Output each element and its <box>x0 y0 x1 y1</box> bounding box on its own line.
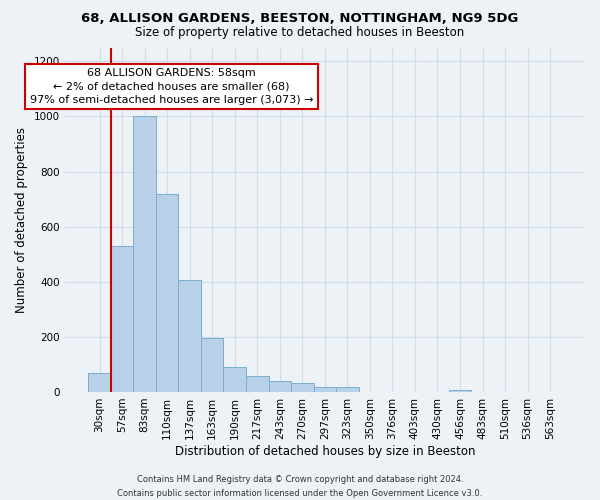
Bar <box>201 338 223 392</box>
Bar <box>314 387 336 392</box>
Bar <box>246 376 269 392</box>
Y-axis label: Number of detached properties: Number of detached properties <box>15 126 28 312</box>
Text: 68 ALLISON GARDENS: 58sqm
← 2% of detached houses are smaller (68)
97% of semi-d: 68 ALLISON GARDENS: 58sqm ← 2% of detach… <box>30 68 313 104</box>
Text: Contains HM Land Registry data © Crown copyright and database right 2024.
Contai: Contains HM Land Registry data © Crown c… <box>118 476 482 498</box>
Bar <box>88 372 111 392</box>
Bar <box>223 367 246 392</box>
Bar <box>449 390 471 392</box>
X-axis label: Distribution of detached houses by size in Beeston: Distribution of detached houses by size … <box>175 444 475 458</box>
Bar <box>133 116 156 392</box>
Bar <box>269 381 291 392</box>
Text: 68, ALLISON GARDENS, BEESTON, NOTTINGHAM, NG9 5DG: 68, ALLISON GARDENS, BEESTON, NOTTINGHAM… <box>82 12 518 26</box>
Text: Size of property relative to detached houses in Beeston: Size of property relative to detached ho… <box>136 26 464 39</box>
Bar <box>178 280 201 392</box>
Bar <box>291 383 314 392</box>
Bar <box>111 246 133 392</box>
Bar <box>156 194 178 392</box>
Bar <box>336 387 359 392</box>
